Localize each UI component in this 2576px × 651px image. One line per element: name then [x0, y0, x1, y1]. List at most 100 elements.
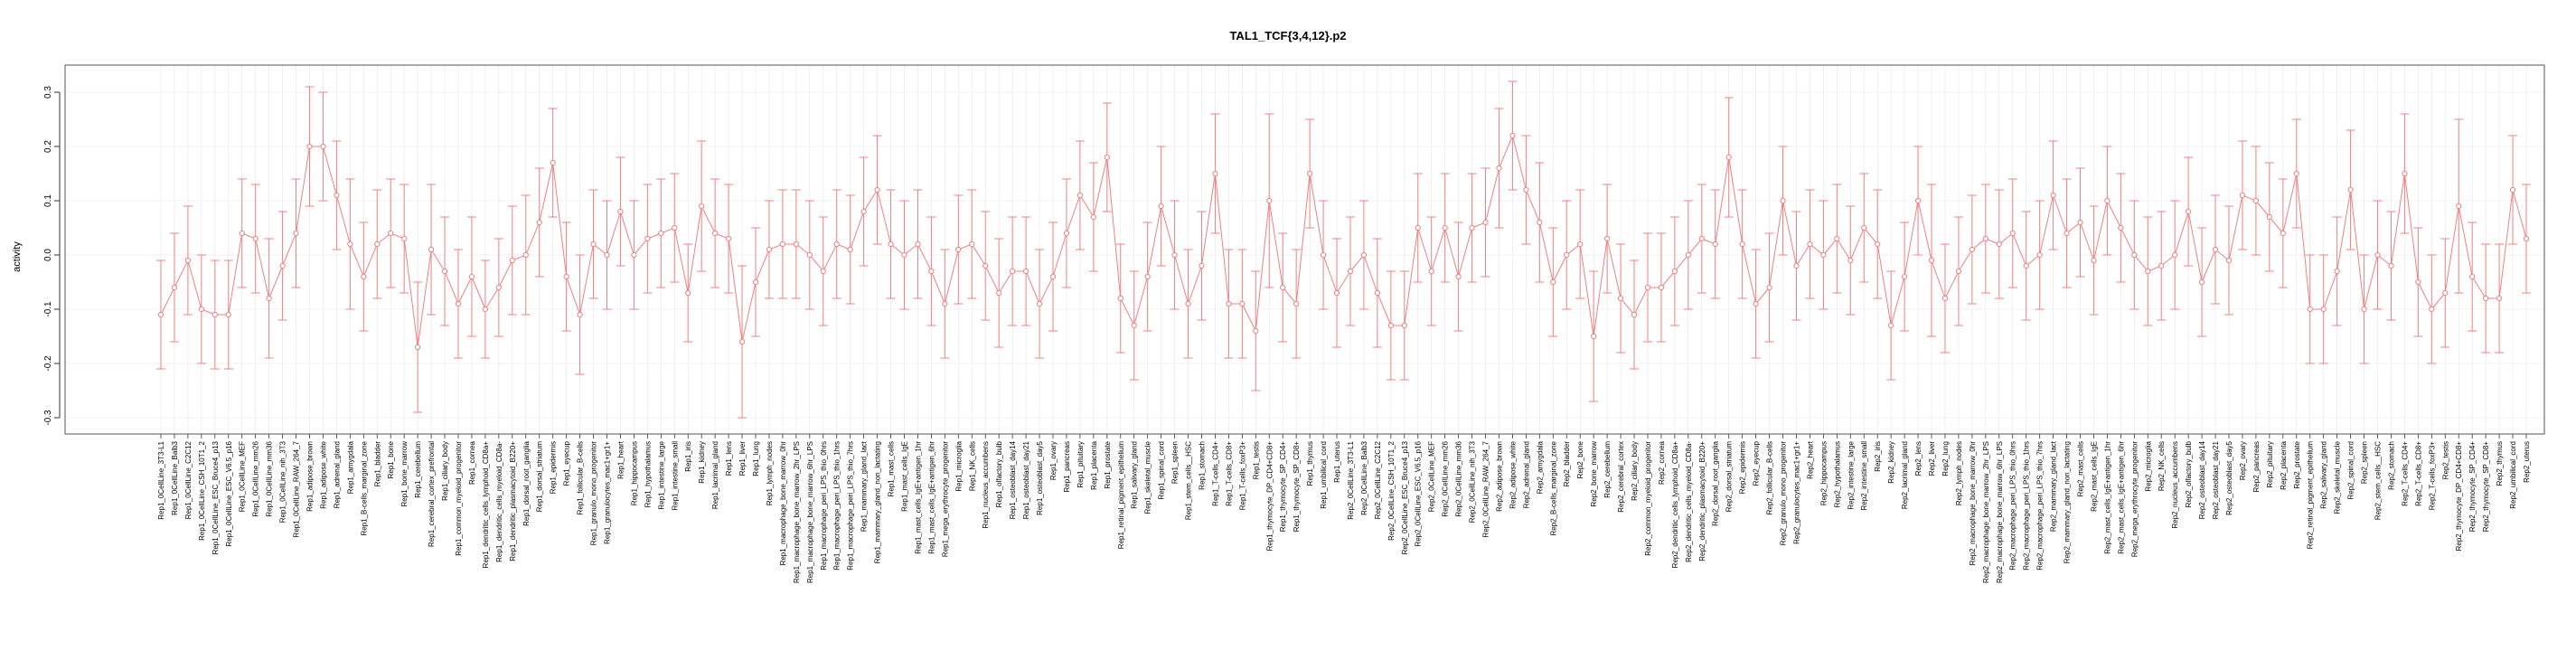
- x-tick-label: Rep2_iris: [1874, 441, 1882, 472]
- x-tick-label: Rep2_mast_cells_IgE+antigen_1hr: [2103, 441, 2111, 554]
- x-tick-label: Rep2_dorsal_striatum: [1725, 441, 1734, 513]
- x-tick-label: Rep2_NK_cells: [2158, 441, 2166, 491]
- x-tick-label: Rep2_T-cells_CD8+: [2414, 441, 2422, 506]
- x-tick-label: Rep2_stem_cells__HSC: [2374, 441, 2383, 520]
- chart-title: TAL1_TCF{3,4,12}.p2: [1229, 29, 1346, 42]
- x-tick-label: Rep1_osteoblast_day14: [1009, 440, 1017, 519]
- x-tick-label: Rep2_spinal_cord: [2347, 441, 2355, 500]
- data-point: [2077, 219, 2083, 226]
- x-tick-label: Rep1_0CellLine_ESC_V6.5_p16: [225, 440, 233, 546]
- x-tick-label: Rep1_microglia: [954, 440, 963, 491]
- y-tick-label: -0.3: [43, 410, 53, 426]
- x-tick-label: Rep2_0CellLine_RAW_264_7: [1482, 440, 1490, 537]
- data-point: [171, 284, 178, 291]
- x-tick-label: Rep2_macrophage_peri_LPS_thio_7hrs: [2036, 441, 2045, 571]
- x-tick-label: Rep2_0CellLine_C2C12: [1374, 440, 1382, 519]
- x-tick-label: Rep2_intestine_large: [1847, 440, 1855, 509]
- x-tick-label: Rep2_0CellLine_ESC_V6.5_p16: [1415, 440, 1423, 546]
- data-point: [1307, 170, 1313, 177]
- data-point: [2266, 213, 2272, 221]
- data-point: [1253, 327, 1259, 335]
- data-point: [2415, 278, 2421, 286]
- x-tick-label: Rep1_0CellLine_C2C12: [184, 440, 193, 519]
- x-tick-label: Rep2_skeletal_muscle: [2334, 440, 2342, 514]
- x-tick-label: Rep1_skeletal_muscle: [1144, 440, 1152, 514]
- x-tick-label: Rep1_amygdala: [346, 440, 354, 494]
- data-point: [1185, 300, 1191, 307]
- x-tick-label: Rep2_pituitary: [2266, 441, 2274, 488]
- data-point: [2320, 306, 2327, 313]
- data-point: [1239, 300, 1246, 307]
- data-point: [996, 289, 1002, 297]
- data-point: [1374, 289, 1380, 297]
- data-point: [793, 241, 799, 248]
- x-tick-label: Rep1_retinal_pigment_epithelium: [1117, 441, 1125, 550]
- data-point: [388, 230, 394, 237]
- data-point: [1131, 322, 1137, 329]
- data-point: [347, 241, 353, 248]
- data-point: [604, 251, 610, 259]
- data-point: [738, 338, 746, 345]
- x-tick-label: Rep1_macrophage_bone_marrow_2hr_LPS: [793, 441, 801, 583]
- x-tick-label: Rep1_0CellLine_CSH_10T1_2: [198, 440, 206, 540]
- x-tick-label: Rep1_macrophage_peri_LPS_thio_0hrs: [820, 441, 828, 571]
- x-tick-label: Rep1_nucleus_accumbens: [982, 441, 990, 529]
- data-point: [1712, 241, 1718, 248]
- x-tick-label: Rep1_lymph_nodes: [766, 441, 774, 505]
- data-point: [157, 311, 165, 318]
- x-tick-label: Rep1_T-cells_CD4+: [1211, 441, 1219, 506]
- data-point: [252, 235, 259, 242]
- x-tick-label: Rep1_granulo_mono_progenitor: [590, 441, 598, 546]
- data-point: [225, 311, 231, 318]
- data-point: [2036, 251, 2043, 259]
- x-tick-label: Rep1_0CellLine_nih_3T3: [279, 440, 287, 523]
- x-tick-label: Rep2_salivary_gland: [2320, 441, 2328, 509]
- data-point: [1739, 241, 1745, 248]
- data-point: [1698, 235, 1705, 242]
- x-tick-label: Rep1_0CellLine_Balb3: [171, 440, 179, 514]
- series-line: [160, 134, 2527, 348]
- x-tick-label: Rep2_mast_cells_IgE: [2090, 441, 2098, 512]
- x-tick-label: Rep1_umbilical_cord: [1320, 441, 1328, 509]
- data-point: [1685, 251, 1691, 259]
- x-tick-label: Rep1_kidney: [698, 441, 706, 484]
- data-point: [2442, 289, 2449, 297]
- data-point: [1293, 300, 1300, 307]
- data-point: [2239, 192, 2246, 199]
- y-axis-label: activity: [12, 241, 23, 272]
- x-tick-label: Rep2_macrophage_peri_LPS_thio_1hrs: [2023, 441, 2031, 571]
- x-tick-label: Rep2_liver: [1928, 441, 1936, 476]
- x-tick-label: Rep1_osteoblast_day21: [1022, 440, 1030, 519]
- x-tick-label: Rep2_cerebellum: [1603, 441, 1612, 498]
- data-point: [1550, 278, 1556, 286]
- data-point: [901, 251, 907, 259]
- data-point: [982, 262, 989, 269]
- data-point: [725, 235, 732, 242]
- data-point: [2091, 257, 2097, 264]
- grid-lines: [65, 65, 2544, 434]
- data-point: [1469, 224, 1475, 231]
- x-tick-label: Rep1_pancreas: [1063, 441, 1071, 492]
- x-tick-label: Rep1_adipose_brown: [306, 441, 314, 512]
- x-tick-label: Rep1_macrophage_peri_LPS_thio_7hrs: [847, 441, 855, 571]
- series-polyline: [160, 134, 2527, 348]
- data-point: [1875, 241, 1881, 248]
- data-point: [1834, 235, 1840, 242]
- x-tick-label: Rep1_B-cells_marginal_zone: [360, 440, 368, 535]
- data-point: [239, 230, 245, 237]
- data-point: [1644, 284, 1651, 291]
- data-point: [699, 203, 705, 210]
- y-tick-label: 0.2: [43, 140, 53, 153]
- data-point: [1104, 154, 1110, 161]
- x-tick-label: Rep1_lung: [752, 441, 760, 476]
- x-tick-label: Rep1_dendritic_plasmacytoid_B220+: [509, 441, 517, 561]
- x-tick-label: Rep1_mammary_gland_non_lactating: [874, 441, 882, 563]
- data-point: [2050, 192, 2056, 199]
- data-point: [1226, 300, 1232, 307]
- x-tick-label: Rep2_mammary_gland_non_lactating: [2064, 441, 2072, 563]
- x-tick-label: Rep1_T-cells_foxP3+: [1238, 441, 1246, 511]
- x-tick-label: Rep2_uterus: [2523, 441, 2531, 483]
- x-tick-label: Rep2_thymocyte_SP_CD4+: [2468, 441, 2477, 533]
- data-point: [2469, 273, 2476, 280]
- x-tick-label: Rep1_mast_cells: [888, 441, 896, 496]
